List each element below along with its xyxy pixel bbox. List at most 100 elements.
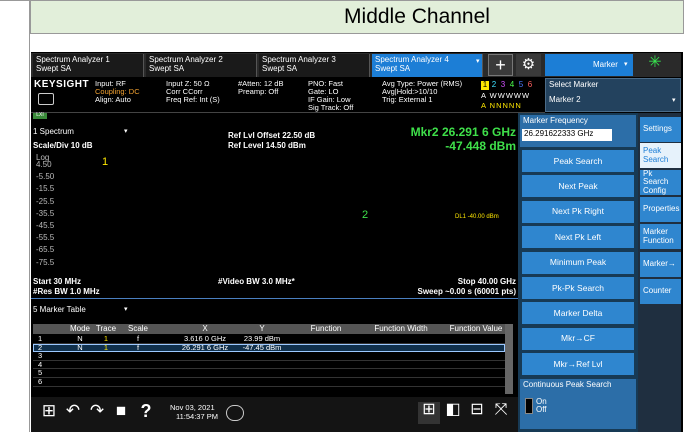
taskbar-icon[interactable]: ⊟ (470, 401, 484, 418)
tab[interactable] (372, 54, 483, 77)
taskbar-icon[interactable]: ⊞ (41, 401, 57, 420)
table-cell: -47.45 dBm (242, 342, 282, 352)
side-tab[interactable]: Pk Search Config (640, 169, 681, 195)
status-text: Input Z: 50 Ω (166, 79, 210, 88)
select-marker-label: Select Marker (549, 80, 599, 89)
column-header: Trace (95, 324, 117, 333)
side-tab[interactable]: Settings (640, 117, 681, 142)
row-id: 3 (38, 351, 43, 361)
tab[interactable] (259, 54, 370, 77)
trace-number: 2 (491, 80, 497, 89)
scrollbar (505, 324, 513, 394)
side-tab[interactable]: Marker→ (640, 252, 681, 277)
trace-number: 3 (500, 80, 506, 89)
taskbar-icon[interactable]: ■ (115, 401, 127, 420)
start-freq: Start 30 MHz (33, 277, 82, 286)
softkey[interactable]: Next Pk Left (522, 226, 634, 249)
window-title[interactable]: 1 Spectrum (33, 127, 74, 136)
row-id: 2 (38, 342, 43, 352)
y-tick-label: -25.5 (36, 196, 55, 206)
y-tick-label: -75.5 (36, 257, 55, 267)
side-tab[interactable]: Peak Search (640, 143, 681, 168)
status-text: Gate: LO (308, 87, 339, 96)
time: 11:54:37 PM (176, 412, 218, 421)
table-cell: 26.291 6 GHz (181, 342, 229, 352)
taskbar-icon[interactable]: ⤧ (494, 401, 508, 418)
table-cell: N (77, 342, 83, 352)
window-arrow: ▾ (124, 128, 128, 135)
add-button[interactable]: + (488, 54, 513, 76)
softkey[interactable]: Mkr→Ref Lvl (522, 353, 634, 376)
column-header: Scale (127, 324, 148, 333)
softkey[interactable]: Next Pk Right (522, 200, 634, 223)
side-tab[interactable]: Properties (640, 197, 681, 222)
video-bw: #Video BW 3.0 MHz* (218, 277, 295, 286)
marker-label: 2 (362, 209, 369, 221)
status-text: PNO: Fast (308, 79, 344, 88)
ref-level: Ref Level 14.50 dBm (228, 141, 306, 150)
table-arrow: ▾ (124, 306, 128, 313)
row-id: 1 (38, 334, 43, 343)
select-marker-value: Marker 2 (549, 95, 581, 104)
status-text: Trig: External 1 (382, 95, 433, 104)
tab[interactable] (33, 54, 144, 77)
y-tick-label: 4.50 (36, 160, 52, 169)
marker-freq-value[interactable]: 26.291622333 GHz (522, 129, 612, 141)
settings-button[interactable]: ⚙ (516, 54, 541, 76)
taskbar-icon[interactable]: ◧ (445, 401, 461, 418)
y-tick-label: -45.5 (36, 221, 55, 230)
side-tab[interactable]: Counter (640, 279, 681, 304)
softkey[interactable]: Minimum Peak (522, 251, 634, 274)
stop-freq: Stop 40.00 GHz (457, 277, 516, 286)
menu-button[interactable]: Marker (545, 54, 633, 76)
trace-number: 5 (518, 80, 524, 89)
status-text: Align: Auto (95, 95, 131, 104)
taskbar-icon[interactable]: ⊞ (418, 401, 440, 424)
tab-mode: Swept SA (375, 64, 411, 73)
softkey[interactable]: Mkr→CF (522, 327, 634, 350)
softkey[interactable]: Next Peak (522, 175, 634, 198)
softkey[interactable]: Pk-Pk Search (522, 277, 634, 299)
column-header: Y (259, 324, 265, 333)
taskbar-icon[interactable]: ↶ (65, 401, 81, 420)
continuous-key[interactable] (520, 379, 636, 429)
side-tab[interactable]: Marker Function (640, 224, 681, 249)
y-tick-label: -15.5 (36, 184, 55, 194)
chat-icon[interactable] (226, 405, 244, 421)
tab-dropdown[interactable]: ▾ (476, 58, 480, 65)
date: Nov 03, 2021 (170, 403, 215, 412)
column-header: X (202, 324, 208, 333)
toggle (525, 398, 533, 414)
status-text: Corr CCorr (166, 87, 203, 96)
y-tick-label: -35.5 (36, 208, 55, 218)
softkey[interactable]: Marker Delta (522, 302, 634, 325)
lxi-badge: LXI (33, 112, 47, 119)
trace-number: 6 (527, 80, 533, 89)
trace-number: 4 (509, 80, 515, 89)
toggle-on: On (536, 397, 547, 406)
taskbar-icon[interactable]: ↷ (89, 401, 105, 420)
table-header-row (33, 324, 505, 334)
help-button[interactable]: ? (140, 401, 152, 421)
table-row (33, 361, 505, 370)
tab-mode: Swept SA (262, 64, 298, 73)
status-text: Coupling: DC (95, 87, 140, 96)
y-tick-label: -55.5 (36, 233, 55, 243)
menu-arrow: ▾ (624, 61, 628, 68)
softkey[interactable]: Peak Search (522, 150, 634, 172)
ref-offset: Ref Lvl Offset 22.50 dB (228, 131, 316, 140)
table-row (33, 335, 505, 344)
tab-name: Spectrum Analyzer 3 (262, 55, 336, 64)
sweep: Sweep ~0.00 s (60001 pts) (417, 287, 517, 296)
table-row (33, 369, 505, 378)
tab[interactable] (146, 54, 257, 77)
continuous-label: Continuous Peak Search (523, 380, 612, 389)
y-tick-label: -65.5 (36, 245, 55, 255)
table-title[interactable]: 5 Marker Table (33, 305, 86, 314)
res-bw: #Res BW 1.0 MHz (33, 287, 100, 296)
column-header: Mode (69, 324, 90, 333)
column-header: Function (310, 324, 342, 333)
status-bar (31, 77, 545, 113)
select-marker-panel[interactable] (545, 78, 681, 112)
